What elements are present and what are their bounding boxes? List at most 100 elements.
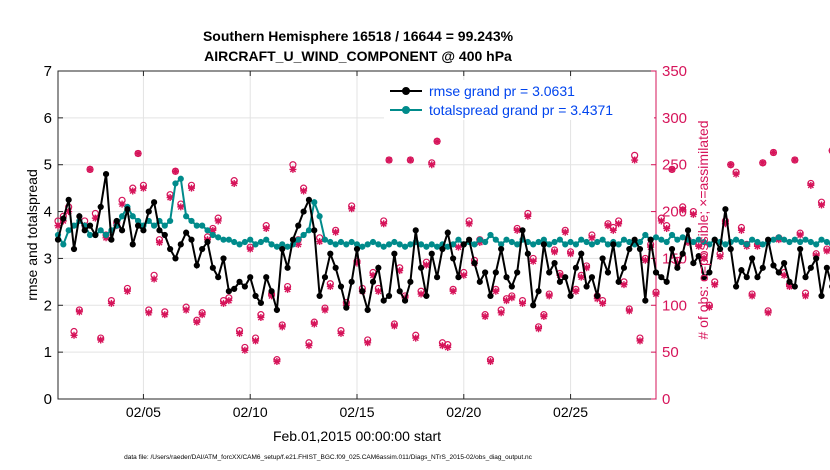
assimilated-obs-point	[503, 297, 510, 305]
assimilated-obs-point	[663, 224, 671, 232]
assimilated-obs-point	[65, 208, 73, 216]
rmse-point	[652, 269, 660, 276]
totalspread-point	[530, 241, 537, 248]
rmse-point	[444, 229, 451, 236]
assimilated-obs-point	[305, 342, 313, 350]
rmse-point	[727, 245, 734, 253]
rmse-point	[385, 292, 393, 300]
totalspread-point	[247, 236, 254, 243]
assimilated-obs-point	[225, 297, 233, 305]
totalspread-point	[188, 217, 195, 225]
assimilated-obs-point	[230, 179, 238, 187]
totalspread-point	[332, 241, 339, 248]
rmse-point	[295, 222, 302, 229]
assimilated-obs-point	[727, 161, 735, 169]
assimilated-obs-point	[807, 181, 815, 189]
y-right-tick-label: 350	[662, 63, 687, 80]
assimilated-obs-point	[561, 228, 569, 236]
rmse-point	[781, 260, 788, 267]
assimilated-obs-point	[187, 184, 195, 192]
assimilated-obs-point	[198, 311, 206, 319]
assimilated-obs-point	[332, 228, 340, 236]
rmse-point	[754, 274, 761, 281]
assimilated-obs-point	[599, 299, 607, 307]
totalspread-point	[215, 234, 222, 241]
totalspread-point	[407, 241, 414, 248]
assimilated-obs-point	[155, 238, 163, 246]
chart-title-line-2: AIRCRAFT_U_WIND_COMPONENT @ 400 hPa	[204, 48, 512, 64]
totalspread-point	[749, 236, 756, 243]
rmse-point	[476, 278, 483, 285]
rmse-point	[540, 241, 547, 248]
rmse-point	[76, 213, 83, 220]
totalspread-point	[562, 241, 569, 248]
totalspread-point	[770, 236, 777, 243]
rmse-point	[215, 274, 222, 281]
assimilated-obs-point	[193, 318, 201, 326]
totalspread-point	[535, 238, 542, 246]
assimilated-obs-point	[364, 339, 372, 347]
rmse-point	[610, 241, 617, 248]
assimilated-obs-point	[171, 167, 179, 175]
assimilated-obs-point	[604, 222, 612, 230]
rmse-point	[54, 236, 62, 243]
rmse-point	[765, 236, 772, 243]
totalspread-point	[102, 231, 110, 239]
totalspread-point	[599, 236, 606, 243]
rmse-point	[140, 227, 147, 234]
totalspread-point	[380, 243, 387, 250]
totalspread-point	[674, 236, 681, 243]
y-right-tick-label: 0	[662, 391, 670, 408]
rmse-point	[759, 264, 766, 271]
assimilated-obs-point	[374, 287, 382, 295]
rmse-point	[460, 241, 467, 248]
assimilated-obs-point	[705, 303, 713, 311]
rmse-point	[743, 274, 750, 281]
chart-title-line-1: Southern Hemisphere 16518 / 16644 = 99.2…	[203, 28, 514, 44]
x-axis: 02/05 02/10 02/15 02/20 02/25	[126, 71, 588, 420]
rmse-point	[225, 288, 232, 295]
assimilated-obs-point	[641, 256, 649, 264]
rmse-point	[471, 260, 478, 267]
totalspread-point	[588, 241, 596, 248]
totalspread-point	[401, 243, 409, 250]
assimilated-obs-point	[316, 238, 324, 246]
totalspread-point	[177, 175, 184, 182]
rmse-point	[546, 269, 553, 276]
assimilated-obs-point	[321, 306, 329, 314]
totalspread-point	[492, 236, 499, 243]
rmse-point	[700, 274, 708, 281]
totalspread-point	[396, 241, 403, 248]
assimilated-obs-point	[519, 299, 527, 307]
y-axis-left-label: rmse and totalspread	[24, 169, 40, 301]
totalspread-point	[220, 236, 227, 243]
assimilated-obs-point	[54, 222, 62, 230]
x-tick-label: 02/20	[446, 404, 481, 420]
totalspread-point	[679, 234, 686, 241]
legend: rmse grand pr = 3.0631 totalspread grand…	[384, 80, 654, 120]
rmse-point	[722, 206, 729, 213]
totalspread-point	[385, 241, 393, 248]
assimilated-obs-point	[150, 275, 158, 283]
y-left-tick-label: 3	[44, 250, 52, 267]
rmse-point	[220, 255, 227, 262]
y-right-tick-label: 300	[662, 110, 687, 127]
rmse-point	[498, 245, 505, 253]
totalspread-point	[663, 238, 670, 246]
totalspread-point	[417, 241, 425, 248]
rmse-point	[487, 292, 494, 300]
assimilated-obs-point	[732, 170, 740, 178]
rmse-point	[823, 264, 830, 271]
rmse-point	[257, 299, 264, 307]
rmse-point	[284, 264, 291, 271]
assimilated-obs-point	[668, 165, 676, 173]
rmse-point	[450, 255, 457, 262]
rmse-point	[535, 288, 542, 295]
assimilated-obs-point	[161, 311, 169, 319]
y-left-tick-label: 5	[44, 157, 52, 174]
assimilated-obs-point	[780, 271, 788, 279]
assimilated-obs-point	[337, 329, 345, 337]
rmse-point	[172, 255, 179, 262]
assimilated-obs-point	[123, 287, 131, 295]
